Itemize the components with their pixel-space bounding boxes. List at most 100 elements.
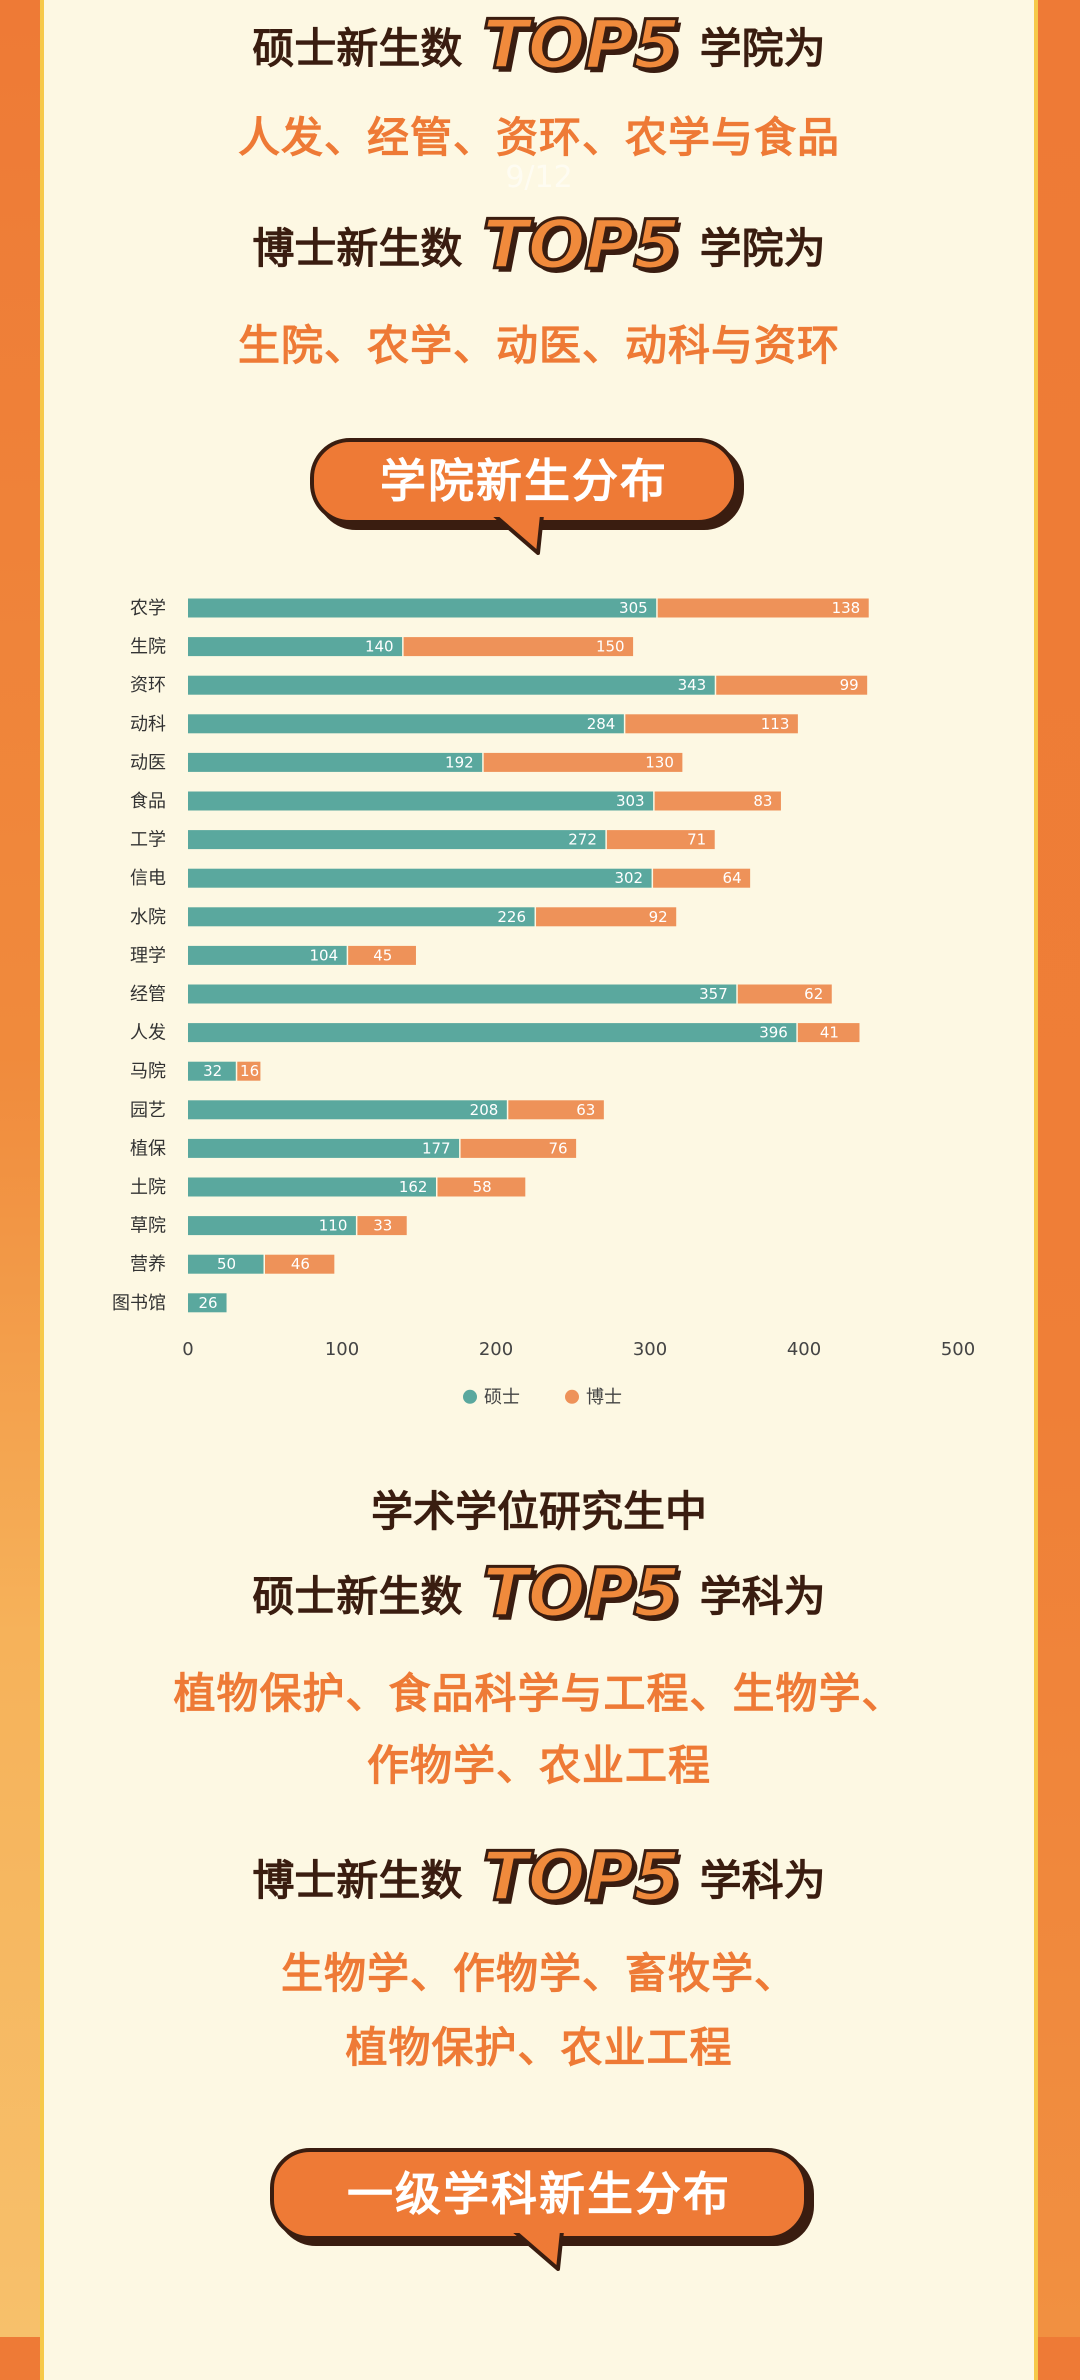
bar-master bbox=[188, 907, 535, 927]
bar-phd bbox=[606, 830, 715, 850]
bar-phd bbox=[657, 598, 869, 618]
bar-master bbox=[188, 945, 347, 965]
data-label: 192 bbox=[445, 753, 474, 771]
master-subject-heading: 硕士新生数 TOP5 学科为 bbox=[252, 1553, 826, 1635]
bar-phd bbox=[625, 714, 798, 734]
x-tick-label: 300 bbox=[633, 1339, 667, 1360]
category-label: 农学 bbox=[130, 598, 166, 619]
phd-college-list: 生院、农学、动医、动科与资环 bbox=[237, 321, 840, 370]
data-label: 33 bbox=[373, 1217, 392, 1235]
data-label: 113 bbox=[761, 715, 790, 733]
x-tick-label: 500 bbox=[941, 1339, 975, 1360]
legend-marker bbox=[565, 1389, 579, 1404]
master-college-list: 人发、经管、资环、农学与食品 bbox=[237, 113, 840, 162]
bar-phd bbox=[716, 675, 868, 695]
bar-phd bbox=[348, 945, 416, 965]
data-label: 63 bbox=[576, 1101, 595, 1119]
data-label: 41 bbox=[820, 1024, 839, 1042]
bar-master bbox=[188, 868, 652, 888]
bar-master bbox=[188, 637, 403, 657]
category-label: 马院 bbox=[130, 1061, 166, 1082]
data-label: 83 bbox=[753, 792, 772, 810]
bar-phd bbox=[237, 1061, 261, 1081]
data-label: 302 bbox=[614, 869, 643, 887]
data-label: 71 bbox=[687, 831, 706, 849]
data-label: 284 bbox=[587, 715, 616, 733]
data-label: 177 bbox=[422, 1139, 451, 1157]
top5-badge: TOP5 bbox=[481, 5, 682, 87]
data-label: 76 bbox=[549, 1139, 568, 1157]
data-label: 343 bbox=[678, 676, 707, 694]
bar-phd bbox=[508, 1100, 604, 1120]
banner-label: 学院新生分布 bbox=[310, 438, 738, 524]
master-college-heading: 硕士新生数 TOP5 学院为 bbox=[252, 5, 826, 87]
x-tick-label: 400 bbox=[787, 1339, 821, 1360]
category-label: 营养 bbox=[130, 1254, 166, 1275]
phd-subject-heading: 博士新生数 TOP5 学科为 bbox=[252, 1837, 826, 1919]
bar-phd bbox=[536, 907, 677, 927]
data-label: 396 bbox=[759, 1024, 788, 1042]
bar-master bbox=[188, 1254, 264, 1274]
bar-phd bbox=[654, 791, 781, 811]
page-indicator: 9/12 bbox=[505, 160, 573, 195]
top5-badge: TOP5 bbox=[481, 1837, 682, 1919]
category-label: 理学 bbox=[130, 945, 166, 966]
data-label: 357 bbox=[699, 985, 728, 1003]
data-label: 208 bbox=[470, 1101, 499, 1119]
category-label: 经管 bbox=[130, 984, 166, 1005]
category-label: 水院 bbox=[130, 907, 166, 928]
bar-master bbox=[188, 791, 654, 811]
phd-subject-list-line1: 生物学、作物学、畜牧学、 bbox=[280, 1949, 797, 1998]
master-subject-list-line1: 植物保护、食品科学与工程、生物学、 bbox=[173, 1669, 905, 1718]
data-label: 138 bbox=[832, 599, 861, 617]
bar-master bbox=[188, 1023, 797, 1043]
bar-phd bbox=[737, 984, 832, 1004]
top5-badge: TOP5 bbox=[481, 205, 682, 287]
data-label: 58 bbox=[473, 1178, 492, 1196]
data-label: 162 bbox=[399, 1178, 428, 1196]
bar-master bbox=[188, 1138, 460, 1158]
legend-marker bbox=[463, 1389, 477, 1404]
data-label: 32 bbox=[203, 1062, 222, 1080]
category-label: 人发 bbox=[130, 1023, 166, 1044]
data-label: 104 bbox=[310, 946, 339, 964]
bar-master bbox=[188, 1216, 356, 1236]
bar-master bbox=[188, 598, 657, 618]
data-label: 64 bbox=[723, 869, 742, 887]
data-label: 226 bbox=[497, 908, 526, 926]
bar-phd bbox=[437, 1177, 526, 1197]
data-label: 46 bbox=[291, 1255, 310, 1273]
banner-tail bbox=[490, 515, 546, 555]
data-label: 140 bbox=[365, 638, 394, 656]
data-label: 303 bbox=[616, 792, 645, 810]
bar-master bbox=[188, 1293, 227, 1313]
data-label: 26 bbox=[198, 1294, 217, 1312]
data-label: 62 bbox=[804, 985, 823, 1003]
category-label: 园艺 bbox=[130, 1100, 166, 1121]
category-label: 草院 bbox=[130, 1216, 166, 1237]
category-label: 工学 bbox=[130, 830, 166, 851]
data-label: 130 bbox=[645, 753, 674, 771]
banner-label: 一级学科新生分布 bbox=[270, 2148, 808, 2240]
data-label: 150 bbox=[596, 638, 625, 656]
category-label: 资环 bbox=[130, 675, 166, 696]
phd-college-heading: 博士新生数 TOP5 学院为 bbox=[252, 205, 826, 287]
bar-phd bbox=[653, 868, 751, 888]
data-label: 92 bbox=[649, 908, 668, 926]
data-label: 305 bbox=[619, 599, 648, 617]
category-label: 植保 bbox=[130, 1138, 166, 1159]
bar-phd bbox=[403, 637, 634, 657]
category-label: 动科 bbox=[130, 714, 166, 735]
bar-master bbox=[188, 714, 624, 734]
bar-master bbox=[188, 1100, 507, 1120]
data-label: 45 bbox=[373, 946, 392, 964]
legend-label: 硕士 bbox=[484, 1387, 520, 1408]
bar-master bbox=[188, 1061, 236, 1081]
bar-master bbox=[188, 1177, 436, 1197]
bar-phd bbox=[357, 1216, 407, 1236]
bar-phd bbox=[797, 1023, 860, 1043]
category-label: 生院 bbox=[130, 637, 166, 658]
right-background bbox=[1035, 0, 1080, 2337]
bar-master bbox=[188, 830, 606, 850]
legend-label: 博士 bbox=[586, 1387, 622, 1408]
